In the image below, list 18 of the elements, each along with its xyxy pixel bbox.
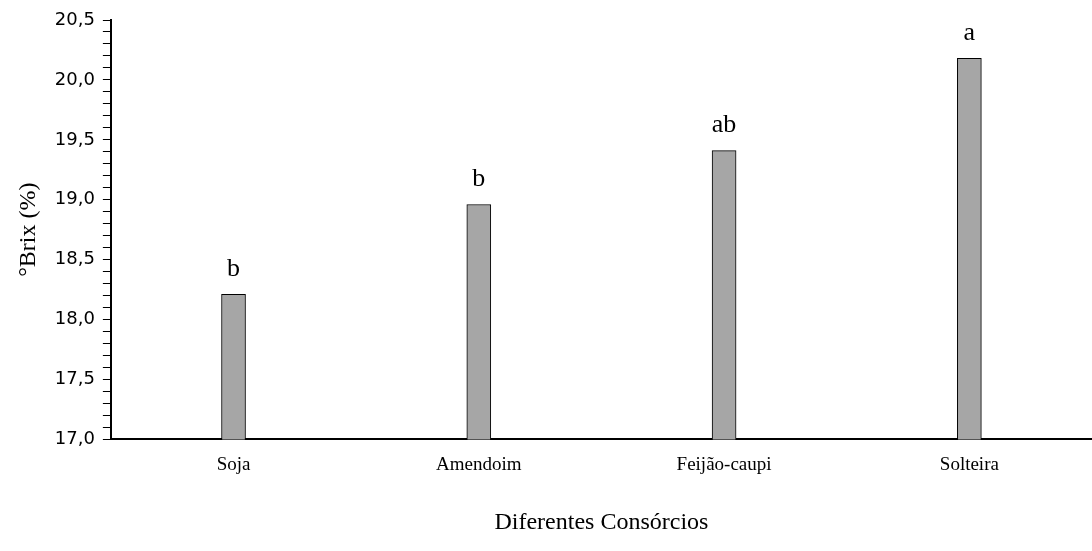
- annotation: b: [472, 163, 486, 193]
- y-tick-label: 20,0: [54, 67, 95, 89]
- y-tick-label: 17,0: [54, 427, 95, 449]
- y-tick-label: 18,5: [54, 247, 95, 269]
- annotation: b: [227, 253, 241, 283]
- x-tick-label: Solteira: [939, 452, 1000, 474]
- y-tick-label: 17,5: [54, 367, 95, 389]
- y-tick-label: 19,0: [54, 187, 95, 209]
- x-tick-label: Amendoim: [436, 452, 522, 474]
- x-tick-label: Soja: [216, 452, 251, 474]
- y-tick-label: 18,0: [54, 307, 95, 329]
- x-tick-label: Feijão-caupi: [676, 452, 772, 474]
- y-tick-label: 19,5: [54, 127, 95, 149]
- annotation: a: [963, 17, 976, 47]
- annotation: ab: [711, 109, 737, 139]
- y-tick-label: 20,5: [54, 7, 95, 29]
- y-axis-title: °Brix (%): [13, 182, 40, 277]
- x-axis-title: Diferentes Consórcios: [494, 507, 709, 534]
